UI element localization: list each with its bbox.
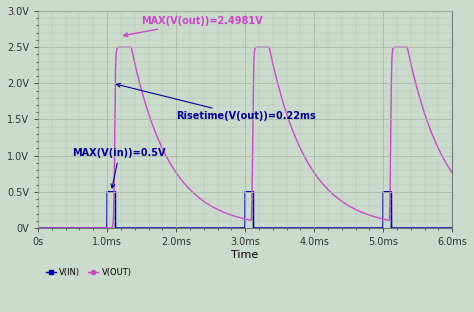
V(OUT) <box>301 154 307 157</box>
Line: V(OUT): V(OUT) <box>38 47 452 228</box>
V(IN) <box>286 226 292 230</box>
V(IN) <box>231 226 237 230</box>
X-axis label: Time: Time <box>231 250 259 260</box>
Text: MAX(V(out))=2.4981V: MAX(V(out))=2.4981V <box>124 16 263 37</box>
V(OUT) <box>422 114 428 118</box>
V(OUT) <box>449 171 455 174</box>
Legend: V(IN), V(OUT): V(IN), V(OUT) <box>42 265 135 280</box>
V(IN) <box>332 226 337 230</box>
V(OUT) <box>138 87 144 91</box>
V(IN) <box>449 226 455 230</box>
V(IN) <box>422 226 428 230</box>
V(IN) <box>301 226 307 230</box>
Line: V(IN): V(IN) <box>38 192 452 228</box>
V(OUT) <box>332 194 337 197</box>
V(OUT) <box>128 45 134 49</box>
V(IN) <box>138 226 144 230</box>
V(IN) <box>35 226 41 230</box>
V(OUT) <box>286 117 292 121</box>
V(IN) <box>104 190 110 194</box>
Text: MAX(V(in))=0.5V: MAX(V(in))=0.5V <box>73 148 166 188</box>
V(OUT) <box>35 226 41 230</box>
Text: Risetime(V(out))=0.22ms: Risetime(V(out))=0.22ms <box>117 83 316 121</box>
V(OUT) <box>231 214 237 218</box>
